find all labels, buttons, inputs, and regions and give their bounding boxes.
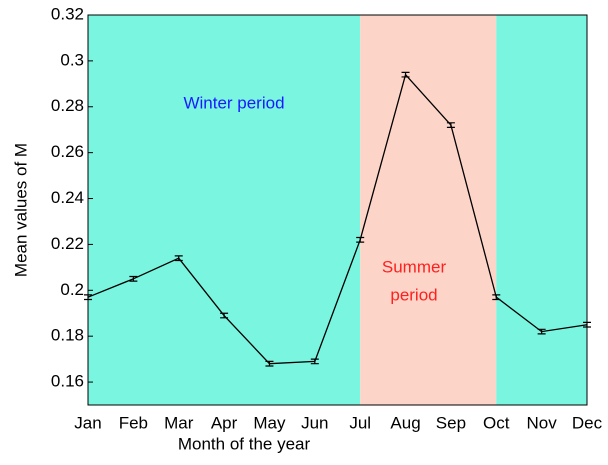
period-region: [360, 15, 497, 405]
x-tick-label: Mar: [164, 413, 194, 432]
plot-frame: [87, 14, 588, 406]
period-region: [496, 15, 587, 405]
y-tick-label: 0.2: [60, 280, 84, 299]
x-tick-label: Nov: [527, 413, 558, 432]
error-bar: [174, 255, 183, 262]
x-tick-label: Sep: [436, 413, 466, 432]
x-tick-label: Feb: [119, 413, 148, 432]
error-bar: [84, 294, 92, 301]
y-tick-label: 0.24: [51, 188, 84, 207]
x-tick-label: Oct: [483, 413, 510, 432]
x-tick-label: Aug: [390, 413, 420, 432]
error-bar: [446, 122, 455, 129]
x-axis-label: Month of the year: [178, 434, 311, 453]
x-tick-label: Dec: [572, 413, 603, 432]
error-bar: [537, 328, 546, 335]
error-bar: [129, 275, 138, 282]
annotation: Winter period: [183, 93, 284, 112]
error-bar: [492, 294, 501, 301]
x-tick-label: Apr: [211, 413, 238, 432]
y-axis-label: Mean values of M: [11, 143, 30, 277]
y-tick-label: 0.26: [51, 142, 84, 161]
y-tick-label: 0.18: [51, 326, 84, 345]
y-tick-label: 0.22: [51, 234, 84, 253]
y-tick-label: 0.3: [60, 50, 84, 69]
annotation: period: [390, 285, 437, 304]
data-line: [87, 73, 588, 365]
x-tick-label: May: [253, 413, 286, 432]
error-bar: [310, 358, 319, 365]
error-bar: [583, 321, 591, 328]
annotation: Summer: [382, 257, 447, 276]
y-tick-label: 0.16: [51, 372, 84, 391]
y-tick-label: 0.28: [51, 96, 84, 115]
x-tick-label: Jul: [349, 413, 371, 432]
period-region: [88, 15, 361, 405]
x-tick-label: Jun: [301, 413, 328, 432]
y-tick-label: 0.32: [51, 4, 84, 23]
error-bar: [356, 236, 365, 243]
error-bar: [220, 312, 229, 319]
error-bar: [265, 360, 274, 367]
error-bar: [401, 71, 410, 78]
x-tick-label: Jan: [74, 413, 101, 432]
